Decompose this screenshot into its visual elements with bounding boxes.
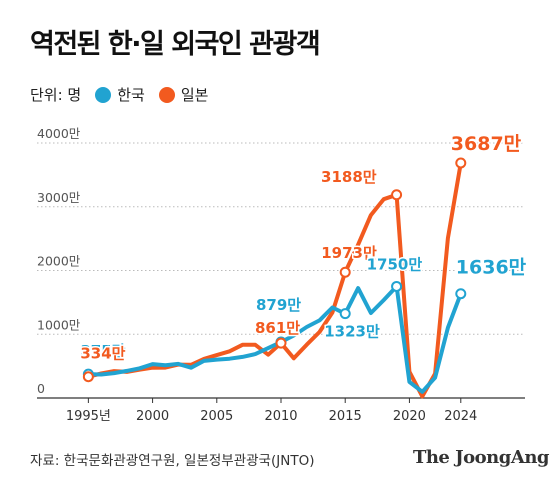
- data-point-korea: [391, 280, 403, 292]
- line-chart: 0 1000만 2000만 3000만 4000만 1995년 2000 2005 2010 20…: [37, 126, 528, 424]
- x-tick-label: 2015: [329, 409, 362, 424]
- legend-label-japan: 일본: [180, 86, 209, 104]
- data-label-korea: 1636만: [456, 257, 527, 279]
- data-point-japan: [339, 266, 351, 278]
- legend-swatch-japan: [158, 86, 175, 103]
- data-label-japan: 3188만: [321, 168, 377, 186]
- y-tick-label: 4000만: [37, 126, 81, 141]
- data-label-japan: 1973만: [321, 244, 377, 262]
- legend-item-korea: 한국: [95, 84, 145, 105]
- x-tick-label: 2024: [444, 409, 477, 424]
- chart-title: 역전된 한·일 외국인 관광객: [30, 29, 321, 60]
- data-point-japan: [455, 157, 467, 169]
- publisher-logo: The JoongAng: [412, 447, 550, 468]
- data-label-korea: 879만: [256, 296, 301, 314]
- x-tick-label: 2000: [136, 409, 169, 424]
- data-label-korea: 1323만: [324, 323, 380, 341]
- legend-swatch-korea: [95, 86, 112, 103]
- data-label-japan: 861만: [255, 319, 300, 337]
- x-tick-label: 2005: [200, 409, 233, 424]
- data-point-japan: [82, 371, 94, 383]
- y-tick-label: 1000만: [37, 317, 81, 332]
- data-point-korea: [339, 308, 351, 320]
- data-label-korea: 1750만: [367, 255, 423, 273]
- data-label-korea: 375만: [80, 342, 125, 360]
- y-tick-label: 3000만: [37, 190, 81, 205]
- unit-label: 단위: 명: [30, 86, 82, 104]
- data-point-korea: [455, 288, 467, 300]
- y-tick-label: 0: [37, 381, 45, 396]
- data-label-japan: 3687만: [451, 133, 522, 155]
- x-tick-label: 1995년: [66, 409, 111, 424]
- data-point-japan: [275, 337, 287, 349]
- source-note: 자료: 한국문화관광연구원, 일본정부관광국(JNTO): [30, 453, 315, 469]
- legend-label-korea: 한국: [117, 86, 145, 104]
- x-tick-label: 2010: [264, 409, 297, 424]
- y-tick-label: 2000만: [37, 254, 81, 269]
- legend-item-japan: 일본: [158, 84, 209, 105]
- data-label-japan: 334만: [80, 345, 125, 363]
- series-line-korea: [86, 284, 463, 394]
- legend: 단위: 명 한국 일본: [30, 84, 222, 105]
- series-line-japan: [86, 161, 463, 399]
- data-point-japan: [391, 189, 403, 201]
- x-tick-label: 2020: [393, 409, 426, 424]
